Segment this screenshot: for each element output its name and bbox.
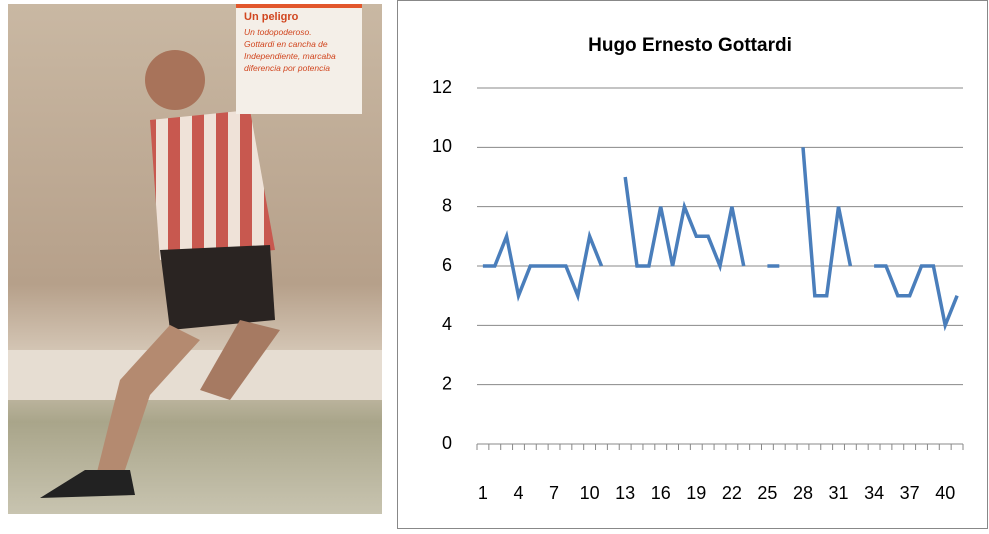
- y-tick-label: 10: [432, 136, 452, 156]
- y-tick-label: 2: [442, 373, 452, 393]
- caption-line: Gottardi en cancha de: [244, 39, 328, 49]
- leg: [95, 325, 200, 485]
- x-tick-label: 25: [757, 483, 777, 503]
- y-tick-label: 4: [442, 314, 452, 334]
- x-tick-label: 7: [549, 483, 559, 503]
- x-tick-label: 28: [793, 483, 813, 503]
- x-tick-label: 19: [686, 483, 706, 503]
- x-tick-label: 16: [651, 483, 671, 503]
- caption-bar: [236, 4, 362, 8]
- y-tick-label: 12: [432, 77, 452, 97]
- y-tick-label: 0: [442, 433, 452, 453]
- y-tick-label: 8: [442, 195, 452, 215]
- head: [145, 50, 205, 110]
- caption-line: Independiente, marcaba: [244, 51, 336, 61]
- x-tick-label: 4: [513, 483, 523, 503]
- x-tick-label: 13: [615, 483, 635, 503]
- caption-box: [236, 4, 362, 114]
- y-tick-label: 6: [442, 255, 452, 275]
- x-tick-label: 31: [829, 483, 849, 503]
- x-tick-label: 40: [935, 483, 955, 503]
- x-tick-label: 10: [580, 483, 600, 503]
- x-tick-label: 37: [900, 483, 920, 503]
- data-line: [482, 147, 959, 332]
- shorts: [160, 245, 275, 330]
- photo: Un peligro Un todopoderoso. Gottardi en …: [8, 4, 382, 514]
- x-tick-label: 34: [864, 483, 884, 503]
- caption-line: diferencia por potencia: [244, 63, 330, 73]
- x-tick-label: 1: [478, 483, 488, 503]
- banner: [8, 350, 382, 400]
- x-tick-label: 22: [722, 483, 742, 503]
- caption-title: Un peligro: [244, 11, 299, 23]
- caption-line: Un todopoderoso.: [244, 27, 312, 37]
- leg: [200, 320, 280, 400]
- jersey: [150, 110, 275, 260]
- boot: [40, 470, 135, 498]
- chart-title: Hugo Ernesto Gottardi: [588, 35, 792, 56]
